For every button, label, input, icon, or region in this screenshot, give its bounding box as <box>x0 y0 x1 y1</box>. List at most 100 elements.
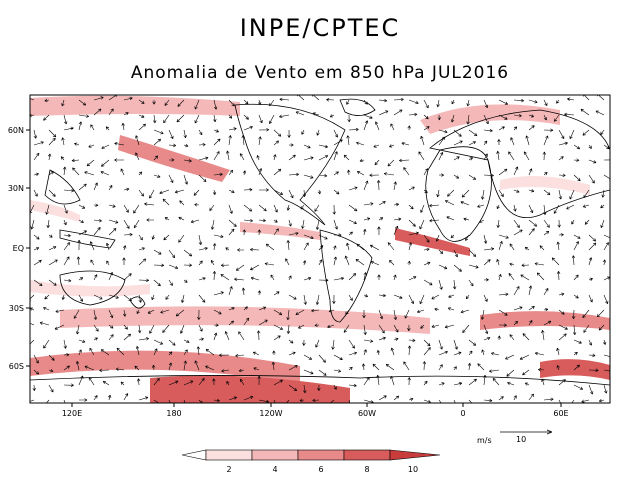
wind-vector-arrow <box>465 294 470 300</box>
wind-vector-arrow <box>553 204 560 214</box>
wind-vector-arrow <box>387 159 395 167</box>
wind-vector-arrow <box>389 260 395 266</box>
wind-vector-arrow <box>333 139 343 146</box>
wind-vector-arrow <box>453 351 462 356</box>
wind-vector-arrow <box>543 230 550 236</box>
wind-vector-arrow <box>331 339 335 350</box>
wind-vector-arrow <box>178 216 185 221</box>
wind-vector-arrow <box>572 324 577 336</box>
wind-vector-arrow <box>114 158 124 162</box>
wind-vector-arrow <box>177 99 185 107</box>
wind-vector-arrow <box>408 397 414 402</box>
wind-vector-arrow <box>528 306 535 311</box>
reference-vector-unit: m/s <box>477 436 492 445</box>
wind-vector-arrow <box>363 272 367 281</box>
wind-vector-arrow <box>90 124 95 131</box>
wind-vector-arrow <box>588 277 593 281</box>
wind-vector-arrow <box>483 247 495 251</box>
wind-vector-arrow <box>541 378 545 386</box>
wind-vector-arrow <box>329 114 335 118</box>
wind-vector-arrow <box>30 96 35 101</box>
wind-vector-arrow <box>326 98 335 102</box>
wind-vector-arrow <box>77 239 81 251</box>
wind-vector-arrow <box>168 380 179 386</box>
colorbar-low-triangle <box>181 449 207 461</box>
wind-vector-arrow <box>272 350 276 356</box>
wind-vector-arrow <box>237 248 245 252</box>
wind-vector-arrow <box>213 309 222 315</box>
wind-vector-arrow <box>483 114 489 125</box>
wind-vector-arrow <box>100 349 110 356</box>
wind-vector-arrow <box>61 99 65 107</box>
wind-vector-arrow <box>553 114 560 122</box>
wind-vector-arrow <box>513 204 517 212</box>
wind-vector-arrow <box>348 294 353 301</box>
wind-vector-arrow <box>138 123 146 131</box>
wind-vector-arrow <box>33 259 42 266</box>
wind-vector-arrow <box>123 204 129 213</box>
wind-vector-arrow <box>543 99 548 107</box>
wind-vector-arrow <box>496 258 500 266</box>
wind-vector-arrow <box>483 374 487 386</box>
wind-vector-arrow <box>588 294 593 303</box>
wind-vector-arrow <box>273 189 284 195</box>
wind-vector-arrow <box>303 369 314 375</box>
colorbar-level-label: 2 <box>226 465 231 474</box>
wind-vector-arrow <box>490 352 500 356</box>
wind-vector-arrow <box>108 334 114 341</box>
wind-vector-arrow <box>93 274 98 281</box>
wind-vector-arrow <box>48 384 54 393</box>
wind-vector-arrow <box>149 189 155 199</box>
wind-vector-arrow <box>522 369 530 376</box>
wind-vector-arrow <box>63 256 70 266</box>
wind-vector-arrow <box>198 143 206 147</box>
wind-vector-arrow <box>522 333 530 341</box>
wind-vector-arrow <box>513 395 517 401</box>
wind-vector-arrow <box>286 204 291 211</box>
wind-vector-arrow <box>378 217 384 221</box>
colorbar-swatch <box>343 449 391 461</box>
wind-vector-arrow <box>588 234 597 242</box>
wind-vector-arrow <box>450 114 455 123</box>
wind-vector-arrow <box>61 137 65 146</box>
wind-vector-arrow <box>448 294 455 298</box>
wind-vector-arrow <box>543 204 547 215</box>
wind-vector-arrow <box>295 111 305 116</box>
wind-vector-arrow <box>63 114 68 125</box>
wind-vector-arrow <box>438 339 443 350</box>
wind-vector-arrow <box>168 174 174 184</box>
wind-vector-arrow <box>123 294 132 302</box>
wind-vector-arrow <box>468 350 473 356</box>
wind-vector-arrow <box>383 172 395 176</box>
wind-vector-arrow <box>273 219 278 223</box>
wind-vector-arrow <box>239 153 245 161</box>
wind-vector-arrow <box>243 306 248 311</box>
wind-vector-arrow <box>303 234 314 240</box>
wind-vector-arrow <box>228 396 237 401</box>
wind-vector-arrow <box>377 226 381 236</box>
wind-vector-arrow <box>468 157 473 161</box>
wind-vector-arrow <box>569 189 575 200</box>
wind-vector-arrow <box>183 159 192 163</box>
wind-vector-arrow <box>451 99 455 105</box>
wind-vector-arrow <box>258 204 267 212</box>
wind-vector-arrow <box>71 158 80 163</box>
wind-vector-arrow <box>582 129 590 136</box>
wind-vector-arrow <box>286 240 290 251</box>
wind-vector-arrow <box>228 219 237 227</box>
wind-vector-arrow <box>48 246 57 251</box>
wind-vector-arrow <box>108 228 117 236</box>
wind-vector-arrow <box>33 152 40 161</box>
wind-vector-arrow <box>573 234 581 239</box>
wind-vector-arrow <box>55 309 65 313</box>
wind-vector-arrow <box>198 294 206 303</box>
wind-vector-arrow <box>393 217 402 221</box>
wind-vector-arrow <box>60 156 65 161</box>
wind-vector-arrow <box>228 127 237 131</box>
wind-vector-arrow <box>228 228 235 236</box>
wind-vector-arrow <box>88 377 95 386</box>
wind-vector-arrow <box>228 189 235 193</box>
wind-vector-arrow <box>63 166 67 176</box>
wind-vector-arrow <box>197 309 201 320</box>
wind-vector-arrow <box>93 182 98 191</box>
